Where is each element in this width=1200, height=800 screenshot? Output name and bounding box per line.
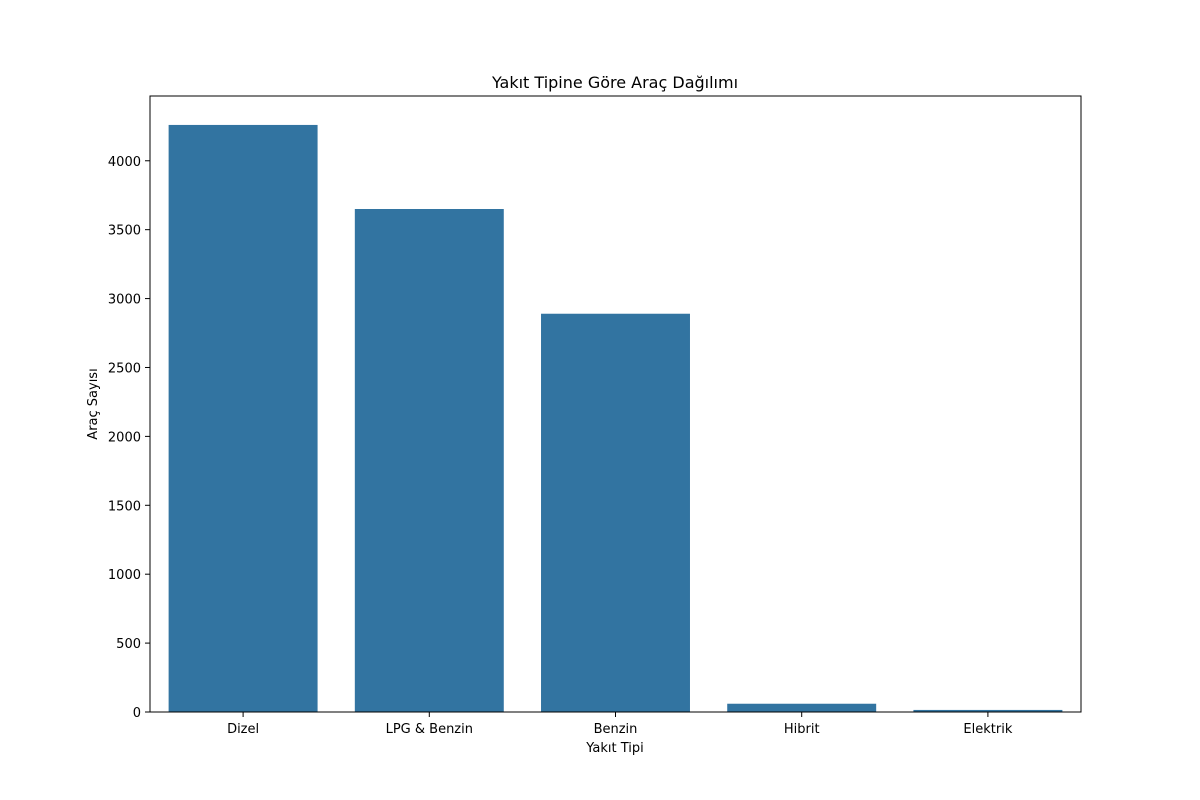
bars-group <box>168 124 1063 713</box>
y-tick-label: 1000 <box>108 568 141 583</box>
x-tick-label: Dizel <box>227 722 259 737</box>
bar-benzin <box>541 313 690 712</box>
x-tick-label: Benzin <box>594 722 638 737</box>
y-axis-label: Araç Sayısı <box>86 368 101 439</box>
x-axis: Dizel LPG & Benzin Benzin Hibrit Elektrik <box>227 712 1013 737</box>
x-tick-label: Hibrit <box>784 722 820 737</box>
x-tick-label: Elektrik <box>963 722 1012 737</box>
y-tick-label: 0 <box>133 706 141 721</box>
y-tick-label: 3500 <box>108 224 141 239</box>
x-tick-label: LPG & Benzin <box>386 722 473 737</box>
y-tick-label: 500 <box>116 637 141 652</box>
y-tick-label: 3000 <box>108 293 141 308</box>
y-tick-label: 4000 <box>108 155 141 170</box>
bar-elektrik <box>913 709 1063 712</box>
bar-lpg-benzin <box>354 209 504 712</box>
chart-title: Yakıt Tipine Göre Araç Dağılımı <box>491 73 738 92</box>
y-tick-label: 2000 <box>108 430 141 445</box>
bar-dizel <box>168 124 318 713</box>
y-tick-label: 2500 <box>108 361 141 376</box>
x-axis-label: Yakıt Tipi <box>585 741 644 756</box>
y-tick-label: 1500 <box>108 499 141 514</box>
bar-hibrit <box>727 703 877 712</box>
y-axis: 0 500 1000 1500 2000 2500 3000 3500 4000 <box>108 155 150 721</box>
